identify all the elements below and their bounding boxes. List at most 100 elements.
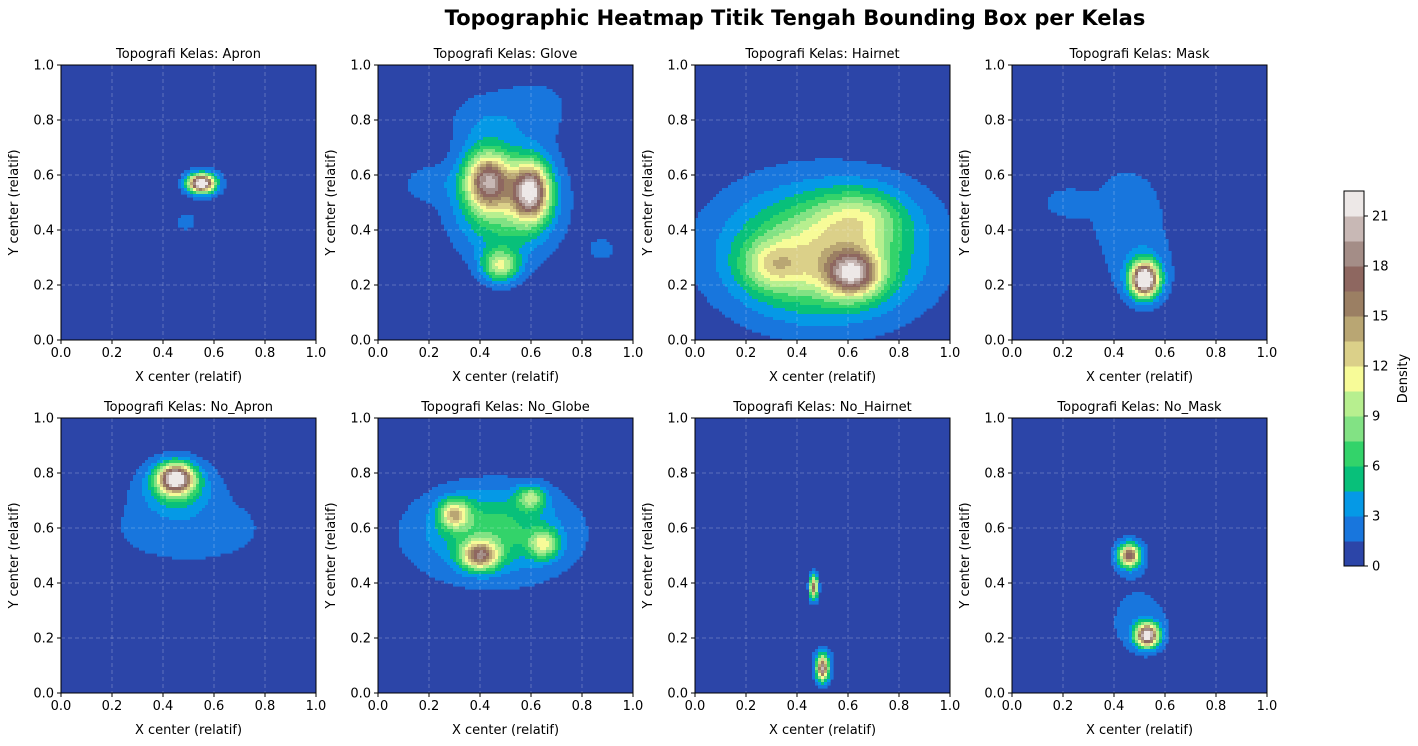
y-tick-label: 0.4 — [33, 224, 54, 239]
axes-frame — [1011, 417, 1268, 694]
grid-lines — [61, 65, 316, 340]
x-tick-label: 0.8 — [1206, 346, 1227, 361]
colorbar-tick-label: 9 — [1372, 410, 1380, 425]
grid-lines — [1012, 65, 1267, 340]
y-axis-label: Y center (relatif) — [958, 502, 973, 609]
x-tick-label: 0.6 — [521, 346, 542, 361]
subplot-title: Topografi Kelas: No_Mask — [1056, 400, 1222, 415]
axes-frame — [694, 64, 951, 341]
x-tick-label: 0.4 — [787, 346, 808, 361]
colorbar-segment — [1344, 366, 1364, 392]
grid-lines — [378, 65, 633, 340]
y-axis-label: Y center (relatif) — [7, 502, 22, 609]
y-tick-label: 1.0 — [984, 59, 1005, 74]
subplot-title: Topografi Kelas: Hairnet — [744, 47, 899, 62]
x-tick-label: 1.0 — [940, 346, 961, 361]
subplot-5: 0.0 0.2 0.4 0.6 0.8 1.0 0.0 0.2 0.4 0.6 0.8 1.0 Topo… — [7, 400, 326, 738]
y-tick-label: 0.6 — [33, 522, 54, 537]
y-tick-label: 1.0 — [350, 412, 371, 427]
axes-frame — [60, 417, 317, 694]
y-tick-label: 0.4 — [350, 224, 371, 239]
x-tick-label: 0.4 — [153, 699, 174, 714]
x-tick-label: 0.2 — [102, 346, 123, 361]
colorbar-tick-label: 21 — [1372, 210, 1389, 225]
y-axis-label: Y center (relatif) — [324, 149, 339, 256]
x-tick-label: 1.0 — [306, 346, 327, 361]
grid-lines — [61, 418, 316, 693]
y-tick-label: 0.8 — [984, 114, 1005, 129]
x-tick-label: 0.4 — [470, 346, 491, 361]
x-tick-label: 0.2 — [736, 346, 757, 361]
subplot-2: 0.0 0.2 0.4 0.6 0.8 1.0 0.0 0.2 0.4 0.6 0.8 1.0 Topo… — [324, 47, 643, 385]
y-tick-label: 0.6 — [667, 169, 688, 184]
y-tick-label: 0.0 — [984, 687, 1005, 702]
y-tick-label: 0.6 — [33, 169, 54, 184]
y-tick-label: 0.8 — [350, 114, 371, 129]
x-tick-label: 0.2 — [1053, 346, 1074, 361]
density-contours — [1048, 173, 1175, 312]
x-tick-label: 0.0 — [51, 699, 72, 714]
y-axis-label: Y center (relatif) — [641, 149, 656, 256]
colorbar-segment — [1344, 241, 1364, 267]
x-tick-label: 1.0 — [623, 346, 644, 361]
y-tick-label: 0.8 — [667, 114, 688, 129]
colorbar-tick-label: 0 — [1372, 560, 1380, 575]
x-tick-label: 0.8 — [889, 346, 910, 361]
x-axis-label: X center (relatif) — [452, 370, 559, 385]
x-tick-label: 0.4 — [787, 699, 808, 714]
density-contours — [399, 475, 589, 590]
subplot-6: 0.0 0.2 0.4 0.6 0.8 1.0 0.0 0.2 0.4 0.6 0.8 1.0 Topo… — [324, 400, 643, 738]
colorbar: 0 3 6 9 12 15 18 21 Density — [1343, 190, 1411, 575]
subplot-8: 0.0 0.2 0.4 0.6 0.8 1.0 0.0 0.2 0.4 0.6 0.8 1.0 Topo… — [958, 400, 1277, 738]
x-tick-label: 0.6 — [1155, 699, 1176, 714]
figure-title: Topographic Heatmap Titik Tengah Boundin… — [444, 6, 1146, 30]
x-tick-label: 0.8 — [572, 699, 593, 714]
x-tick-label: 0.0 — [685, 346, 706, 361]
y-tick-label: 0.2 — [667, 632, 688, 647]
subplot-title: Topografi Kelas: No_Hairnet — [732, 400, 912, 415]
subplot-4: 0.0 0.2 0.4 0.6 0.8 1.0 0.0 0.2 0.4 0.6 0.8 1.0 Topo… — [958, 47, 1277, 385]
colorbar-tick-label: 18 — [1372, 260, 1389, 275]
y-tick-label: 0.2 — [350, 632, 371, 647]
x-axis-label: X center (relatif) — [1086, 723, 1193, 738]
y-tick-label: 0.6 — [984, 169, 1005, 184]
x-tick-label: 0.0 — [685, 699, 706, 714]
subplot-3: 0.0 0.2 0.4 0.6 0.8 1.0 0.0 0.2 0.4 0.6 0.8 1.0 Topo… — [641, 47, 960, 385]
x-tick-label: 0.4 — [1104, 699, 1125, 714]
colorbar-segment — [1344, 466, 1364, 492]
y-tick-label: 0.4 — [350, 577, 371, 592]
colorbar-tick-label: 12 — [1372, 360, 1389, 375]
colorbar-segment — [1344, 291, 1364, 317]
x-axis-label: X center (relatif) — [1086, 370, 1193, 385]
subplot-title: Topografi Kelas: Glove — [433, 47, 578, 62]
grid-lines — [695, 65, 950, 340]
x-tick-label: 0.4 — [153, 346, 174, 361]
x-tick-label: 0.6 — [521, 699, 542, 714]
colorbar-segment — [1344, 416, 1364, 442]
x-axis-label: X center (relatif) — [769, 723, 876, 738]
y-tick-label: 0.6 — [984, 522, 1005, 537]
x-tick-label: 0.6 — [838, 699, 859, 714]
y-tick-label: 0.0 — [350, 687, 371, 702]
y-tick-label: 0.6 — [667, 522, 688, 537]
x-tick-label: 0.4 — [1104, 346, 1125, 361]
axes-frame — [60, 64, 317, 341]
density-contours — [121, 451, 257, 560]
y-tick-label: 0.0 — [667, 334, 688, 349]
plot-area — [61, 65, 316, 340]
x-tick-label: 0.6 — [204, 346, 225, 361]
subplot-title: Topografi Kelas: Mask — [1069, 47, 1210, 62]
y-tick-label: 0.8 — [984, 467, 1005, 482]
colorbar-segment — [1344, 216, 1364, 242]
colorbar-segment — [1344, 491, 1364, 517]
x-tick-label: 0.2 — [1053, 699, 1074, 714]
y-tick-label: 0.6 — [350, 169, 371, 184]
x-axis-label: X center (relatif) — [135, 723, 242, 738]
y-tick-label: 0.0 — [350, 334, 371, 349]
y-tick-label: 1.0 — [350, 59, 371, 74]
x-tick-label: 0.6 — [838, 346, 859, 361]
y-tick-label: 0.2 — [33, 632, 54, 647]
colorbar-segment — [1344, 341, 1364, 367]
y-tick-label: 0.0 — [33, 334, 54, 349]
